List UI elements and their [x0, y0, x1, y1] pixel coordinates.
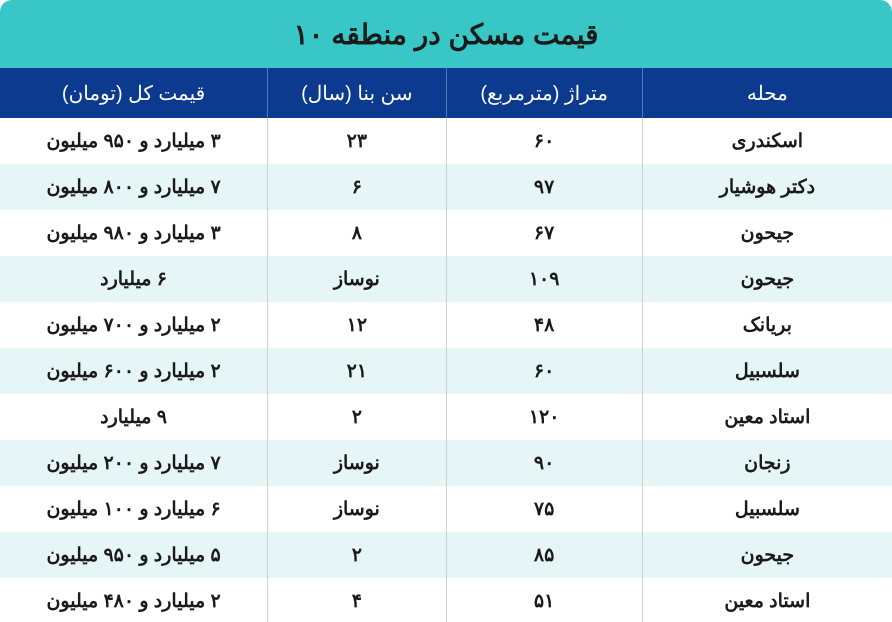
- table-row: سلسبیل۶۰۲۱۲ میلیارد و ۶۰۰ میلیون: [0, 348, 892, 394]
- header-age: سن بنا (سال): [268, 68, 446, 118]
- cell-area: ۱۲۰: [446, 394, 642, 440]
- table-container: قیمت مسکن در منطقه ۱۰ محله متراژ (مترمرب…: [0, 0, 892, 622]
- cell-price: ۵ میلیارد و ۹۵۰ میلیون: [0, 532, 268, 578]
- table-row: بریانک۴۸۱۲۲ میلیارد و ۷۰۰ میلیون: [0, 302, 892, 348]
- header-neighborhood: محله: [642, 68, 892, 118]
- cell-age: ۲: [268, 532, 446, 578]
- cell-price: ۳ میلیارد و ۹۵۰ میلیون: [0, 118, 268, 164]
- cell-neighborhood: جیحون: [642, 210, 892, 256]
- cell-area: ۶۷: [446, 210, 642, 256]
- cell-age: نوساز: [268, 256, 446, 302]
- header-price: قیمت کل (تومان): [0, 68, 268, 118]
- table-row: زنجان۹۰نوساز۷ میلیارد و ۲۰۰ میلیون: [0, 440, 892, 486]
- cell-neighborhood: دکتر هوشیار: [642, 164, 892, 210]
- cell-age: ۶: [268, 164, 446, 210]
- cell-neighborhood: جیحون: [642, 532, 892, 578]
- cell-age: ۲۳: [268, 118, 446, 164]
- table-row: دکتر هوشیار۹۷۶۷ میلیارد و ۸۰۰ میلیون: [0, 164, 892, 210]
- cell-price: ۷ میلیارد و ۲۰۰ میلیون: [0, 440, 268, 486]
- cell-area: ۶۰: [446, 348, 642, 394]
- cell-area: ۹۰: [446, 440, 642, 486]
- table-row: استاد معین۱۲۰۲۹ میلیارد: [0, 394, 892, 440]
- table-row: استاد معین۵۱۴۲ میلیارد و ۴۸۰ میلیون: [0, 578, 892, 622]
- cell-price: ۲ میلیارد و ۴۸۰ میلیون: [0, 578, 268, 622]
- cell-age: نوساز: [268, 440, 446, 486]
- cell-neighborhood: استاد معین: [642, 578, 892, 622]
- cell-price: ۹ میلیارد: [0, 394, 268, 440]
- cell-age: ۲: [268, 394, 446, 440]
- cell-area: ۷۵: [446, 486, 642, 532]
- table-row: جیحون۶۷۸۳ میلیارد و ۹۸۰ میلیون: [0, 210, 892, 256]
- cell-neighborhood: سلسبیل: [642, 486, 892, 532]
- cell-age: نوساز: [268, 486, 446, 532]
- table-row: جیحون۸۵۲۵ میلیارد و ۹۵۰ میلیون: [0, 532, 892, 578]
- cell-neighborhood: استاد معین: [642, 394, 892, 440]
- cell-neighborhood: بریانک: [642, 302, 892, 348]
- cell-area: ۱۰۹: [446, 256, 642, 302]
- table-body: اسکندری۶۰۲۳۳ میلیارد و ۹۵۰ میلیوندکتر هو…: [0, 118, 892, 622]
- cell-price: ۳ میلیارد و ۹۸۰ میلیون: [0, 210, 268, 256]
- cell-area: ۹۷: [446, 164, 642, 210]
- cell-neighborhood: جیحون: [642, 256, 892, 302]
- cell-neighborhood: سلسبیل: [642, 348, 892, 394]
- cell-price: ۲ میلیارد و ۷۰۰ میلیون: [0, 302, 268, 348]
- cell-area: ۸۵: [446, 532, 642, 578]
- cell-area: ۴۸: [446, 302, 642, 348]
- cell-age: ۸: [268, 210, 446, 256]
- cell-area: ۵۱: [446, 578, 642, 622]
- page-title: قیمت مسکن در منطقه ۱۰: [293, 18, 598, 51]
- cell-price: ۶ میلیارد و ۱۰۰ میلیون: [0, 486, 268, 532]
- cell-price: ۲ میلیارد و ۶۰۰ میلیون: [0, 348, 268, 394]
- table-row: سلسبیل۷۵نوساز۶ میلیارد و ۱۰۰ میلیون: [0, 486, 892, 532]
- header-row: محله متراژ (مترمربع) سن بنا (سال) قیمت ک…: [0, 68, 892, 118]
- title-bar: قیمت مسکن در منطقه ۱۰: [0, 0, 892, 68]
- cell-neighborhood: زنجان: [642, 440, 892, 486]
- cell-price: ۷ میلیارد و ۸۰۰ میلیون: [0, 164, 268, 210]
- price-table: محله متراژ (مترمربع) سن بنا (سال) قیمت ک…: [0, 68, 892, 622]
- cell-age: ۱۲: [268, 302, 446, 348]
- cell-area: ۶۰: [446, 118, 642, 164]
- cell-age: ۴: [268, 578, 446, 622]
- header-area: متراژ (مترمربع): [446, 68, 642, 118]
- table-row: اسکندری۶۰۲۳۳ میلیارد و ۹۵۰ میلیون: [0, 118, 892, 164]
- cell-neighborhood: اسکندری: [642, 118, 892, 164]
- table-row: جیحون۱۰۹نوساز۶ میلیارد: [0, 256, 892, 302]
- cell-age: ۲۱: [268, 348, 446, 394]
- cell-price: ۶ میلیارد: [0, 256, 268, 302]
